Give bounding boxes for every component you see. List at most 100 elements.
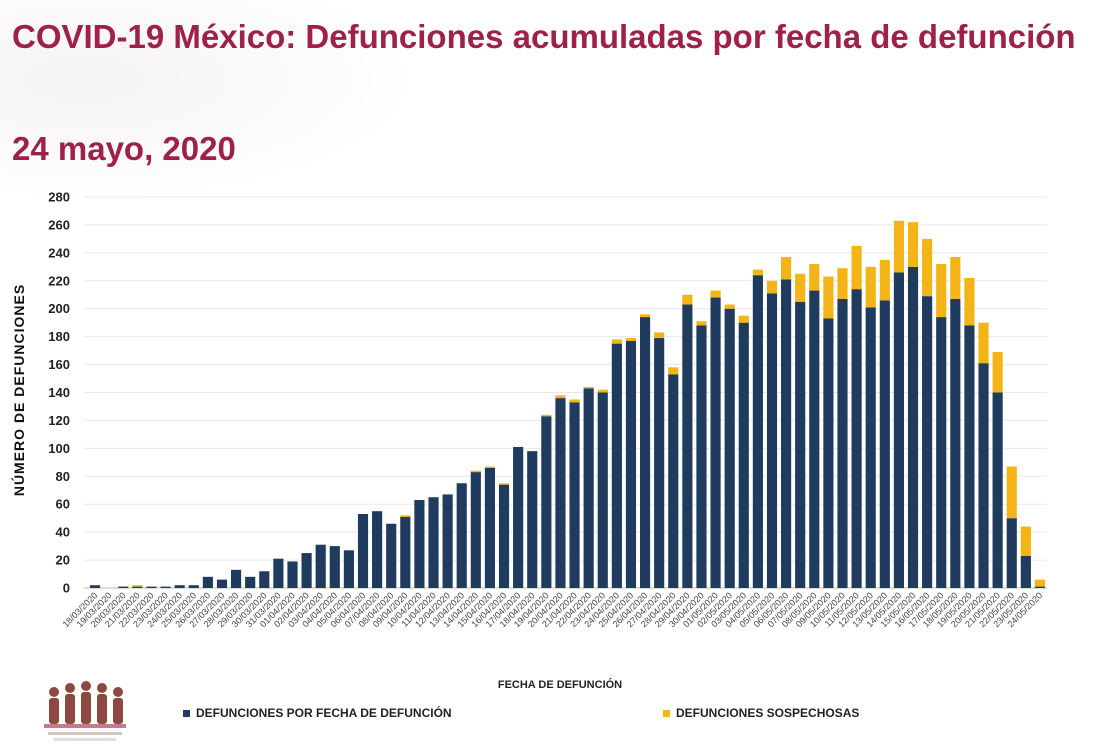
bar-confirmed — [893, 272, 904, 588]
bar-confirmed — [823, 318, 834, 588]
y-tick-label: 80 — [56, 469, 70, 484]
bar-confirmed — [922, 296, 933, 588]
bar-suspected — [795, 273, 806, 302]
bar-suspected — [738, 315, 749, 323]
bar-confirmed — [611, 343, 622, 589]
bar-confirmed — [851, 289, 862, 588]
bar-suspected — [625, 338, 637, 341]
y-tick-label: 260 — [48, 217, 70, 232]
bar-suspected — [823, 276, 834, 319]
bar-confirmed — [992, 392, 1003, 588]
bar-confirmed — [301, 553, 312, 588]
bar-confirmed — [315, 544, 326, 588]
y-tick-label: 20 — [56, 553, 70, 568]
bar-confirmed — [625, 340, 637, 588]
bar-confirmed — [710, 297, 721, 588]
bar-confirmed — [132, 586, 143, 588]
bars — [89, 220, 1046, 589]
bar-confirmed — [865, 307, 876, 588]
bar-suspected — [978, 322, 989, 364]
bar-suspected — [837, 268, 848, 299]
bar-confirmed — [484, 467, 496, 588]
y-tick-label: 140 — [48, 385, 70, 400]
bar-confirmed — [414, 500, 425, 588]
bar-suspected — [879, 259, 890, 301]
bar-suspected — [936, 264, 947, 318]
y-tick-label: 0 — [63, 581, 70, 596]
bar-confirmed — [202, 576, 213, 588]
bar-suspected — [1034, 579, 1046, 587]
bar-confirmed — [795, 301, 806, 588]
bar-confirmed — [357, 513, 369, 588]
bar-confirmed — [231, 569, 242, 588]
bar-confirmed — [569, 402, 580, 588]
y-axis-label: NÚMERO DE DEFUNCIONES — [10, 284, 27, 496]
bar-suspected — [597, 389, 608, 393]
bar-confirmed — [386, 523, 397, 588]
bar-confirmed — [1006, 518, 1017, 588]
bar-suspected — [654, 332, 665, 339]
bar-suspected — [964, 277, 975, 326]
y-tick-label: 120 — [48, 413, 70, 428]
bar-confirmed — [442, 494, 453, 588]
bar-confirmed — [160, 586, 171, 588]
bar-confirmed — [89, 585, 101, 588]
bar-suspected — [400, 515, 411, 517]
bar-suspected — [710, 290, 721, 298]
bar-confirmed — [809, 290, 820, 588]
bar-confirmed — [907, 266, 919, 588]
bar-confirmed — [597, 392, 608, 588]
bar-confirmed — [654, 338, 665, 588]
bar-confirmed — [400, 516, 411, 588]
bar-confirmed — [498, 484, 510, 588]
bar-confirmed — [372, 511, 383, 588]
legend-label-suspected: DEFUNCIONES SOSPECHOSAS — [676, 706, 860, 720]
bar-suspected — [724, 304, 735, 309]
bar-suspected — [950, 257, 961, 299]
bar-suspected — [583, 386, 594, 389]
bar-confirmed — [146, 586, 157, 588]
bar-confirmed — [964, 325, 975, 588]
bar-confirmed — [513, 446, 524, 588]
bar-confirmed — [273, 558, 284, 588]
bar-suspected — [484, 466, 496, 468]
y-tick-label: 200 — [48, 301, 70, 316]
bar-confirmed — [950, 298, 961, 588]
bar-suspected — [907, 222, 919, 267]
bar-confirmed — [428, 497, 439, 588]
bar-confirmed — [118, 586, 129, 588]
bar-confirmed — [188, 585, 199, 588]
bar-confirmed — [738, 322, 749, 588]
bar-confirmed — [668, 374, 679, 588]
y-tick-label: 160 — [48, 357, 70, 372]
background-decoration — [0, 0, 420, 200]
bar-suspected — [668, 367, 679, 375]
bar-confirmed — [639, 317, 651, 588]
bar-suspected — [555, 395, 566, 399]
bar-confirmed — [978, 363, 989, 588]
bar-confirmed — [456, 483, 467, 588]
bar-suspected — [682, 294, 693, 305]
bar-suspected — [922, 238, 933, 297]
bar-confirmed — [936, 317, 947, 588]
bar-confirmed — [527, 451, 538, 588]
x-axis-label: FECHA DE DEFUNCIÓN — [498, 678, 622, 691]
legend-swatch-confirmed — [183, 709, 190, 717]
bar-confirmed — [541, 416, 552, 588]
bar-suspected — [470, 470, 481, 473]
report-date: 24 mayo, 2020 — [12, 130, 236, 167]
bar-confirmed — [287, 561, 298, 588]
bar-confirmed — [216, 579, 228, 588]
bar-confirmed — [174, 585, 185, 588]
page-title: COVID-19 México: Defunciones acumuladas … — [12, 18, 1076, 55]
bar-suspected — [696, 321, 707, 326]
y-tick-label: 220 — [48, 273, 70, 288]
bar-suspected — [865, 266, 876, 308]
x-axis-ticks: 18/03/202019/03/202020/03/202021/03/2020… — [61, 590, 1045, 629]
bar-suspected — [809, 264, 820, 291]
y-tick-label: 100 — [48, 441, 70, 456]
bar-confirmed — [696, 325, 707, 588]
bar-suspected — [781, 257, 792, 280]
bar-confirmed — [555, 398, 566, 588]
